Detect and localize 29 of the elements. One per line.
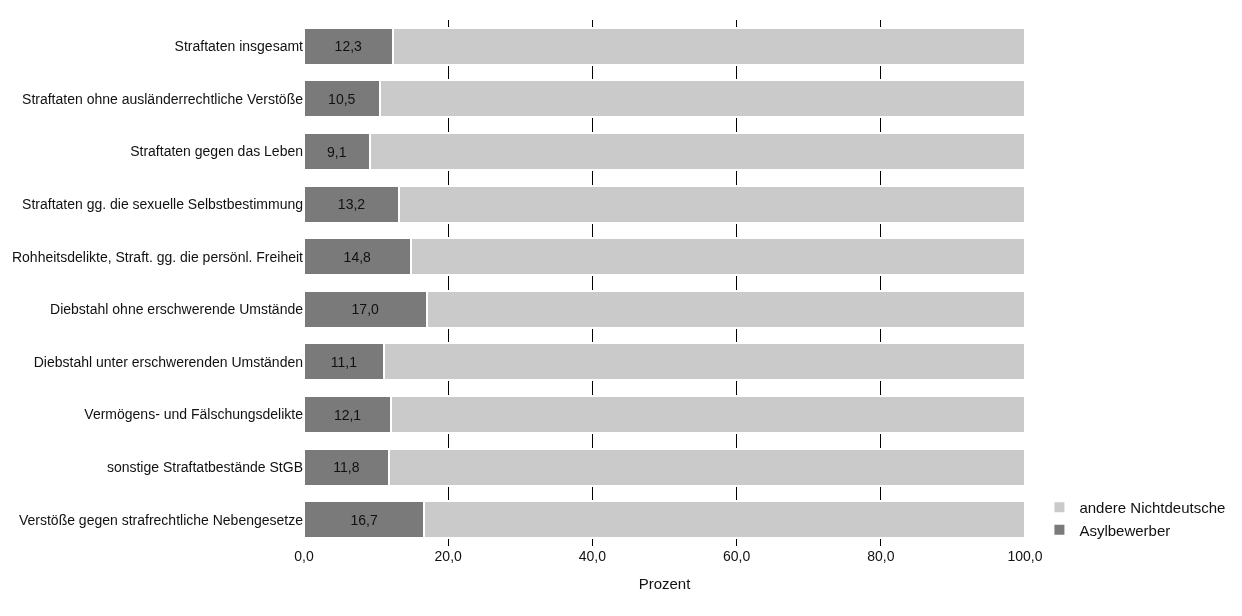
y-tick-label: Diebstahl ohne erschwerende Umstände bbox=[50, 301, 304, 318]
y-tick-label: Rohheitsdelikte, Straft. gg. die persönl. Freiheit bbox=[11, 248, 304, 265]
data-label: 10,5 bbox=[328, 90, 356, 107]
y-tick-label: Straftaten gegen das Leben bbox=[130, 143, 303, 160]
y-tick-label: Vermögens- und Fälschungsdelikte bbox=[84, 406, 304, 423]
x-tick-label: 80,0 bbox=[867, 548, 895, 564]
data-label: 11,1 bbox=[330, 353, 358, 370]
x-axis-title: Prozent bbox=[638, 575, 692, 592]
x-tick-label: 60,0 bbox=[722, 548, 751, 564]
x-tick-label: 100,0 bbox=[1007, 548, 1043, 564]
data-label: 12,3 bbox=[334, 38, 363, 55]
y-tick-label: Straftaten gg. die sexuelle Selbstbestimmung bbox=[22, 196, 303, 212]
data-label: 12,1 bbox=[333, 406, 362, 423]
data-label: 14,8 bbox=[343, 248, 372, 265]
y-tick-label: sonstige Straftatbestände StGB bbox=[106, 459, 303, 475]
y-tick-label: Straftaten ohne ausländerrechtliche Verstöße bbox=[22, 90, 304, 107]
legend-label: andere Nichtdeutsche bbox=[1079, 499, 1226, 517]
y-tick-label: Diebstahl unter erschwerenden Umständen bbox=[33, 353, 303, 370]
y-tick-label: Straftaten insgesamt bbox=[174, 38, 304, 55]
data-label: 17,0 bbox=[351, 301, 380, 318]
data-label: 13,2 bbox=[337, 196, 366, 213]
x-tick-label: 0,0 bbox=[294, 548, 314, 564]
x-tick-label: 20,0 bbox=[434, 548, 463, 564]
data-label: 16,7 bbox=[350, 511, 378, 528]
x-tick-label: 40,0 bbox=[578, 548, 607, 564]
data-label: 11,8 bbox=[333, 459, 360, 476]
legend-label: Asylbewerber bbox=[1079, 521, 1171, 539]
data-label: 9,1 bbox=[326, 143, 347, 160]
y-tick-label: Verstöße gegen strafrechtliche Nebengesetze bbox=[18, 511, 304, 528]
